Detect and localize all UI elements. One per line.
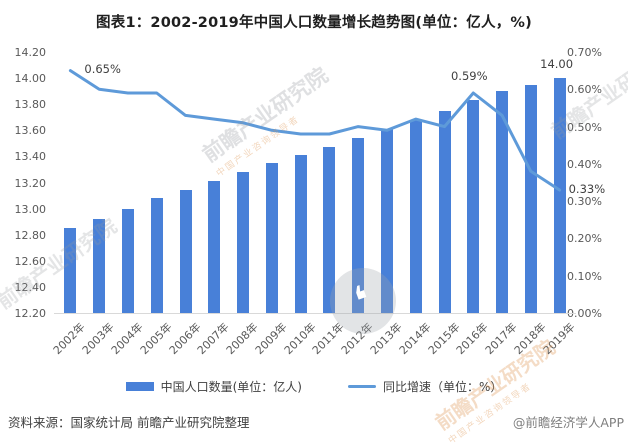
- y-axis-tick-right: 0.20%: [567, 232, 602, 246]
- line-series-swatch-icon: [347, 384, 376, 388]
- y-axis-tick-right: 0.10%: [567, 269, 602, 283]
- bar-2009年: [265, 162, 278, 313]
- bar-2007年: [208, 181, 221, 313]
- bar-2008年: [237, 172, 250, 313]
- x-axis-label: 2012年: [338, 320, 376, 358]
- x-axis-label: 2013年: [367, 320, 405, 358]
- bar-2011年: [323, 147, 336, 313]
- x-axis-label: 2014年: [396, 320, 434, 358]
- bar-2002年: [64, 228, 77, 313]
- bar-2010年: [294, 155, 307, 313]
- data-source-note: 资料来源：国家统计局 前瞻产业研究院整理: [8, 415, 250, 430]
- y-axis-tick-left: 13.20: [14, 176, 47, 190]
- bar-2005年: [150, 198, 163, 313]
- y-axis-tick-right: 0.30%: [567, 195, 602, 209]
- y-axis-tick-right: 0.50%: [567, 120, 602, 134]
- bar-2012年: [352, 138, 365, 313]
- bar-2013年: [380, 129, 393, 313]
- y-axis-tick-right: 0.40%: [567, 157, 602, 171]
- x-axis-label: 2003年: [79, 320, 117, 358]
- y-axis-tick-right: 0.00%: [567, 307, 602, 320]
- bar-2017年: [496, 91, 509, 313]
- bar-2006年: [179, 190, 192, 313]
- data-label: 14.00: [540, 57, 574, 72]
- bar-2019年: [553, 78, 566, 313]
- legend-item-population: 中国人口数量(单位：亿人): [125, 378, 302, 395]
- x-axis-label: 2002年: [51, 320, 88, 358]
- x-axis-label: 2009年: [252, 320, 290, 358]
- chart-title: 图表1：2002-2019年中国人口数量增长趋势图(单位：亿人，%): [96, 15, 532, 31]
- y-axis-tick-left: 13.40: [14, 150, 47, 164]
- bar-2004年: [121, 208, 134, 313]
- x-axis-label: 2008年: [223, 320, 261, 358]
- x-axis-label: 2005年: [137, 320, 175, 358]
- x-axis-label: 2018年: [511, 320, 549, 358]
- y-axis-tick-left: 12.80: [14, 228, 47, 242]
- bar-2014年: [409, 119, 422, 313]
- bar-2003年: [93, 219, 106, 313]
- y-axis-tick-left: 14.00: [14, 72, 47, 86]
- x-axis-label: 2004年: [108, 320, 146, 358]
- y-axis-tick-right: 0.70%: [567, 46, 602, 59]
- y-axis-tick-left: 12.20: [14, 307, 47, 320]
- y-axis-tick-left: 13.60: [14, 124, 47, 138]
- legend-bar-label: 中国人口数量(单位：亿人): [160, 379, 302, 394]
- bar-series-swatch-icon: [125, 381, 154, 391]
- y-axis-tick-left: 12.60: [14, 254, 47, 268]
- data-label: 0.59%: [450, 69, 488, 83]
- brand-credit: @前瞻经济学人APP: [512, 415, 624, 430]
- y-axis-tick-left: 13.00: [14, 202, 47, 216]
- legend-line-label: 同比增速（单位：%）: [382, 379, 503, 394]
- y-axis-tick-left: 12.40: [14, 280, 47, 294]
- trend-polyline: [68, 69, 562, 192]
- y-axis-tick-left: 14.20: [14, 46, 47, 59]
- watermark-text: 前瞻产业研究院 中国产业咨询领导者: [196, 60, 341, 179]
- bar-2018年: [524, 84, 537, 313]
- y-axis-tick-right: 0.60%: [567, 83, 602, 97]
- x-axis-label: 2017年: [482, 320, 520, 358]
- bar-2015年: [438, 110, 451, 313]
- legend-item-growth: 同比增速（单位：%）: [347, 378, 503, 395]
- data-label: 0.65%: [84, 61, 121, 76]
- x-axis-baseline: [54, 313, 576, 314]
- x-axis-label: 2019年: [540, 320, 578, 358]
- bar-2016年: [467, 100, 480, 313]
- y-axis-tick-left: 13.80: [14, 98, 47, 112]
- legend: 中国人口数量(单位：亿人) 同比增速（单位：%）: [0, 377, 628, 395]
- data-label: 0.33%: [568, 181, 606, 196]
